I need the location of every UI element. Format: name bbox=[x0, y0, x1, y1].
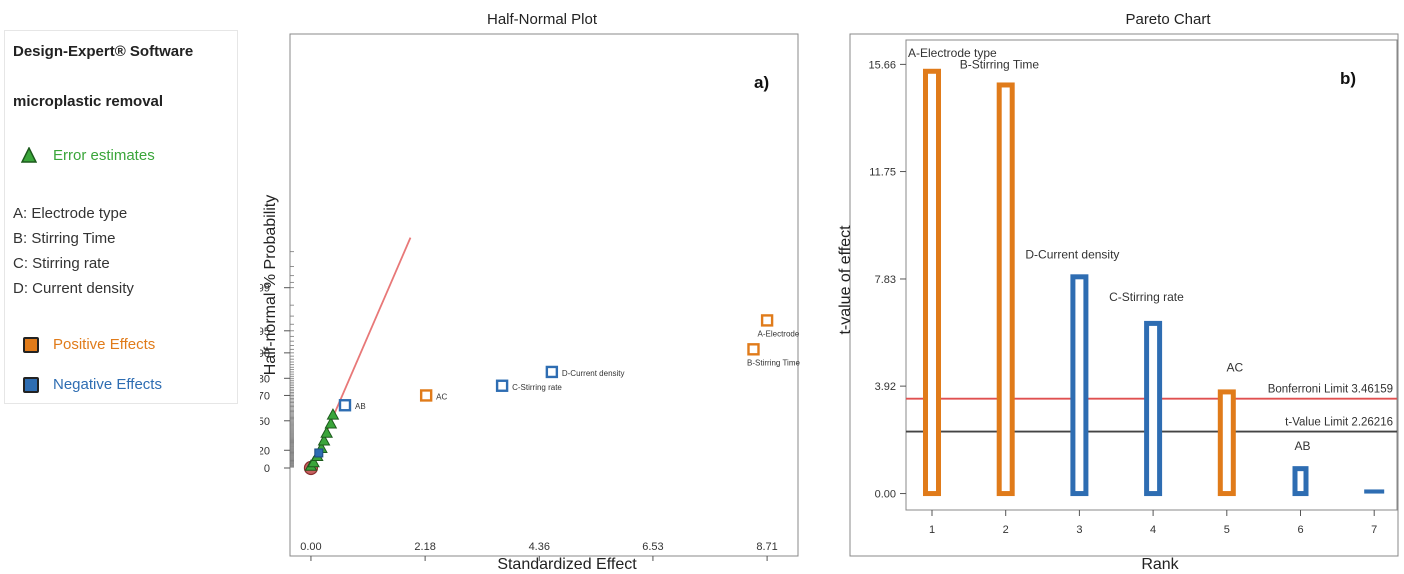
x-tick-label: 4.36 bbox=[529, 541, 550, 553]
y-tick-label: 0 bbox=[264, 463, 270, 475]
t-value-limit-label: t-Value Limit 2.26216 bbox=[1285, 417, 1393, 429]
error-estimate-point bbox=[317, 433, 331, 446]
y-tick-label: 70 bbox=[260, 390, 270, 402]
half-normal-frame bbox=[289, 33, 799, 557]
pareto-bar bbox=[1217, 389, 1236, 497]
effect-point bbox=[338, 399, 352, 412]
factor-b-label: B: Stirring Time bbox=[13, 230, 116, 247]
x-tick-label: 2.18 bbox=[414, 541, 435, 553]
y-tick-label: 3.92 bbox=[875, 381, 896, 393]
y-tick-label: 90 bbox=[260, 348, 270, 360]
x-axis-label: Standardized Effect bbox=[497, 556, 637, 573]
negative-square-icon bbox=[23, 377, 39, 393]
green-triangle-icon bbox=[21, 147, 37, 163]
pareto-chart: Pareto Chart 0.00 3.92 7.83 11.75 15.66 1 2 3 4… bbox=[837, 11, 1399, 573]
pareto-bar bbox=[1070, 274, 1089, 497]
pareto-bar bbox=[996, 82, 1015, 497]
half-normal-minor-ticks bbox=[290, 251, 294, 468]
software-title: Design-Expert® Software bbox=[13, 43, 194, 60]
x-tick-label: 5 bbox=[1224, 524, 1230, 536]
bar-label: A-Electrode type bbox=[908, 46, 997, 60]
error-estimate-point bbox=[320, 426, 334, 438]
error-estimate-point bbox=[307, 455, 320, 468]
y-tick-label: 0.00 bbox=[875, 489, 896, 501]
effect-point bbox=[419, 389, 433, 402]
effect-point bbox=[545, 365, 559, 379]
factor-c-label: C: Stirring rate bbox=[13, 255, 110, 272]
factor-d-label: D: Current density bbox=[13, 280, 134, 297]
error-estimate-point bbox=[326, 408, 340, 420]
effect-label: AC bbox=[436, 392, 447, 401]
panel-label-b: b) bbox=[1340, 69, 1356, 88]
y-tick-label: 15.66 bbox=[868, 59, 896, 71]
x-tick-label: 7 bbox=[1371, 524, 1377, 536]
bar-label: C-Stirring rate bbox=[1109, 290, 1184, 304]
pareto-bar bbox=[1364, 489, 1385, 494]
negative-effect-point bbox=[314, 448, 324, 458]
effect-label: D-Current density bbox=[562, 369, 625, 378]
effect-point bbox=[747, 343, 760, 356]
t-value-axis-label: t-value of effect bbox=[837, 225, 854, 335]
half-normal-plot: Half-Normal Plot 0 20 50 70 80 90 95 99 0.00 2.1… bbox=[260, 11, 800, 573]
pareto-plot-area bbox=[905, 39, 1398, 511]
y-tick-label: 99 bbox=[260, 283, 270, 295]
panel-label-a: a) bbox=[754, 73, 769, 92]
effect-label: A-Electrode type bbox=[758, 329, 800, 338]
pareto-bar bbox=[1292, 466, 1309, 497]
bar-label: D-Current density bbox=[1025, 247, 1119, 261]
x-tick-label: 1 bbox=[929, 524, 935, 536]
effect-point bbox=[495, 379, 509, 392]
y-tick-label: 50 bbox=[260, 416, 270, 428]
pareto-bar bbox=[1144, 320, 1163, 497]
error-estimates-label: Error estimates bbox=[53, 147, 155, 164]
positive-effects-label: Positive Effects bbox=[53, 336, 156, 353]
y-tick-label: 11.75 bbox=[869, 167, 896, 179]
effect-label: C-Stirring rate bbox=[512, 383, 562, 392]
effect-label: AB bbox=[355, 402, 366, 411]
y-tick-label: 20 bbox=[260, 445, 270, 457]
response-title: microplastic removal bbox=[13, 93, 164, 110]
legend-panel: Design-Expert® Software microplastic rem… bbox=[4, 30, 238, 404]
bar-label: AB bbox=[1294, 439, 1310, 453]
x-tick-label: 6.53 bbox=[642, 541, 663, 553]
x-tick-label: 8.71 bbox=[756, 541, 777, 553]
pareto-title: Pareto Chart bbox=[1125, 11, 1211, 28]
bonferroni-limit-label: Bonferroni Limit 3.46159 bbox=[1268, 384, 1393, 396]
half-normal-title: Half-Normal Plot bbox=[487, 11, 598, 28]
y-tick-label: 80 bbox=[260, 373, 270, 385]
negative-effects-label: Negative Effects bbox=[53, 376, 162, 393]
x-tick-label: 4 bbox=[1150, 524, 1156, 536]
y-tick-label: 95 bbox=[260, 326, 270, 338]
pareto-bar bbox=[923, 68, 941, 497]
effect-point bbox=[760, 314, 774, 327]
x-tick-label: 2 bbox=[1003, 524, 1009, 536]
bar-label: B-Stirring Time bbox=[960, 57, 1040, 71]
bar-label: AC bbox=[1226, 360, 1243, 374]
x-tick-label: 0.00 bbox=[300, 541, 321, 553]
effect-label: B-Stirring Time bbox=[747, 358, 800, 367]
y-tick-label: 7.83 bbox=[875, 274, 896, 286]
x-tick-label: 3 bbox=[1076, 524, 1082, 536]
y-axis-label: Half-normal % Probability bbox=[262, 195, 279, 376]
x-tick-label: 6 bbox=[1297, 524, 1303, 536]
rank-axis-label: Rank bbox=[1141, 556, 1179, 573]
factor-a-label: A: Electrode type bbox=[13, 205, 128, 222]
positive-square-icon bbox=[23, 337, 39, 353]
error-estimate-point bbox=[324, 417, 338, 429]
